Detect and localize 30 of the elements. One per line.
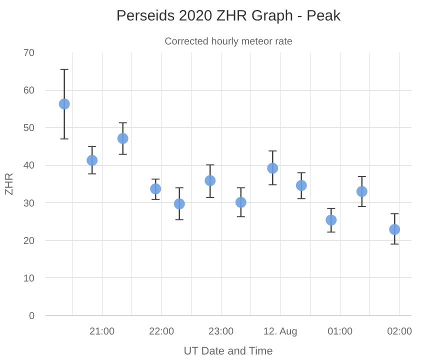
point xyxy=(296,180,307,191)
chart-title: Perseids 2020 ZHR Graph - Peak xyxy=(116,8,342,24)
point xyxy=(356,186,368,198)
y-tick-label: 40 xyxy=(23,160,35,172)
point xyxy=(58,98,70,110)
point xyxy=(117,133,128,144)
y-axis-title: ZHR xyxy=(3,172,16,196)
point xyxy=(235,196,246,208)
y-tick-label: 70 xyxy=(23,48,35,59)
x-axis-title: UT Date and Time xyxy=(184,346,273,358)
x-tick-label: 01:00 xyxy=(328,326,354,338)
y-tick-label: 0 xyxy=(28,311,35,322)
y-tick-label: 20 xyxy=(23,236,35,247)
point xyxy=(267,162,278,174)
y-tick-label: 50 xyxy=(23,123,35,134)
x-tick-label: 23:00 xyxy=(208,326,234,338)
point xyxy=(174,198,185,210)
y-tick-label: 10 xyxy=(23,273,35,284)
x-tick-label: 12. Aug xyxy=(263,326,298,338)
x-tick-label: 21:00 xyxy=(90,326,115,338)
chart-subtitle: Corrected hourly meteor rate xyxy=(164,36,293,48)
point xyxy=(86,154,98,166)
point xyxy=(326,214,337,226)
y-tick-label: 60 xyxy=(23,86,35,97)
point xyxy=(150,183,162,194)
x-tick-label: 02:00 xyxy=(387,326,413,338)
x-tick-label: 22:00 xyxy=(149,326,174,338)
y-tick-label: 30 xyxy=(23,198,35,210)
point xyxy=(389,224,400,235)
point xyxy=(204,175,216,186)
